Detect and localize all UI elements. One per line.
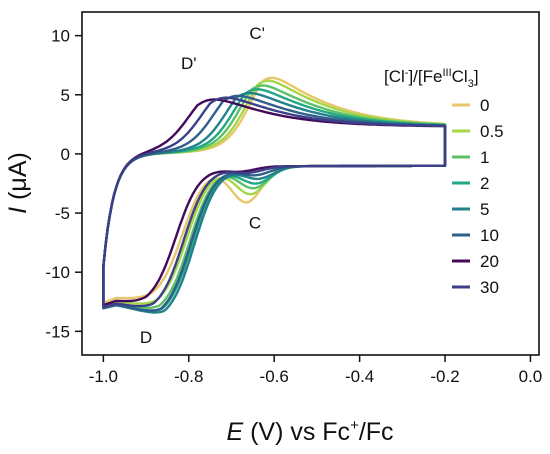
peak-label: C — [249, 213, 261, 232]
x-tick-label: -0.4 — [345, 367, 374, 386]
x-tick-label: -0.8 — [174, 367, 203, 386]
legend-label: 0 — [480, 96, 489, 115]
x-tick-label: -0.2 — [430, 367, 459, 386]
y-axis-title: I (μA) — [4, 152, 32, 214]
y-tick-label: 0 — [61, 145, 70, 164]
y-tick-label: -10 — [45, 263, 70, 282]
legend-label: 10 — [480, 226, 499, 245]
x-axis-title: E (V) vs Fc+/Fc — [226, 417, 393, 446]
legend-title: [Cl-]/[FeIIICl3] — [384, 67, 479, 90]
curve-group — [102, 76, 447, 314]
peak-label: D' — [181, 54, 197, 73]
peak-annotations: C' D' C D — [140, 24, 265, 347]
y-axis-ticks: 10 5 0 -5 -10 -15 — [45, 27, 82, 341]
legend-label: 5 — [480, 200, 489, 219]
x-tick-label: 0.0 — [519, 367, 543, 386]
legend-label: 1 — [480, 148, 489, 167]
peak-label: D — [140, 328, 152, 347]
plot-frame — [81, 11, 540, 356]
x-tick-label: -1.0 — [89, 367, 118, 386]
y-tick-label: 5 — [61, 86, 70, 105]
y-tick-label: -15 — [45, 322, 70, 341]
series-line-10 — [102, 94, 447, 312]
x-axis-ticks: -1.0 -0.8 -0.6 -0.4 -0.2 0.0 — [89, 355, 543, 386]
legend-label: 2 — [480, 174, 489, 193]
legend-label: 0.5 — [480, 122, 504, 141]
peak-label: C' — [249, 24, 265, 43]
x-tick-label: -0.6 — [260, 367, 289, 386]
y-tick-label: 10 — [51, 27, 70, 46]
legend-label: 20 — [480, 252, 499, 271]
series-line-20 — [102, 98, 447, 307]
legend-label: 30 — [480, 278, 499, 297]
legend: [Cl-]/[FeIIICl3] 0 0.5 1 2 5 10 20 30 — [384, 67, 504, 297]
legend-items: 0 0.5 1 2 5 10 20 30 — [452, 96, 504, 297]
y-tick-label: -5 — [55, 204, 70, 223]
series-line-30 — [102, 96, 447, 309]
